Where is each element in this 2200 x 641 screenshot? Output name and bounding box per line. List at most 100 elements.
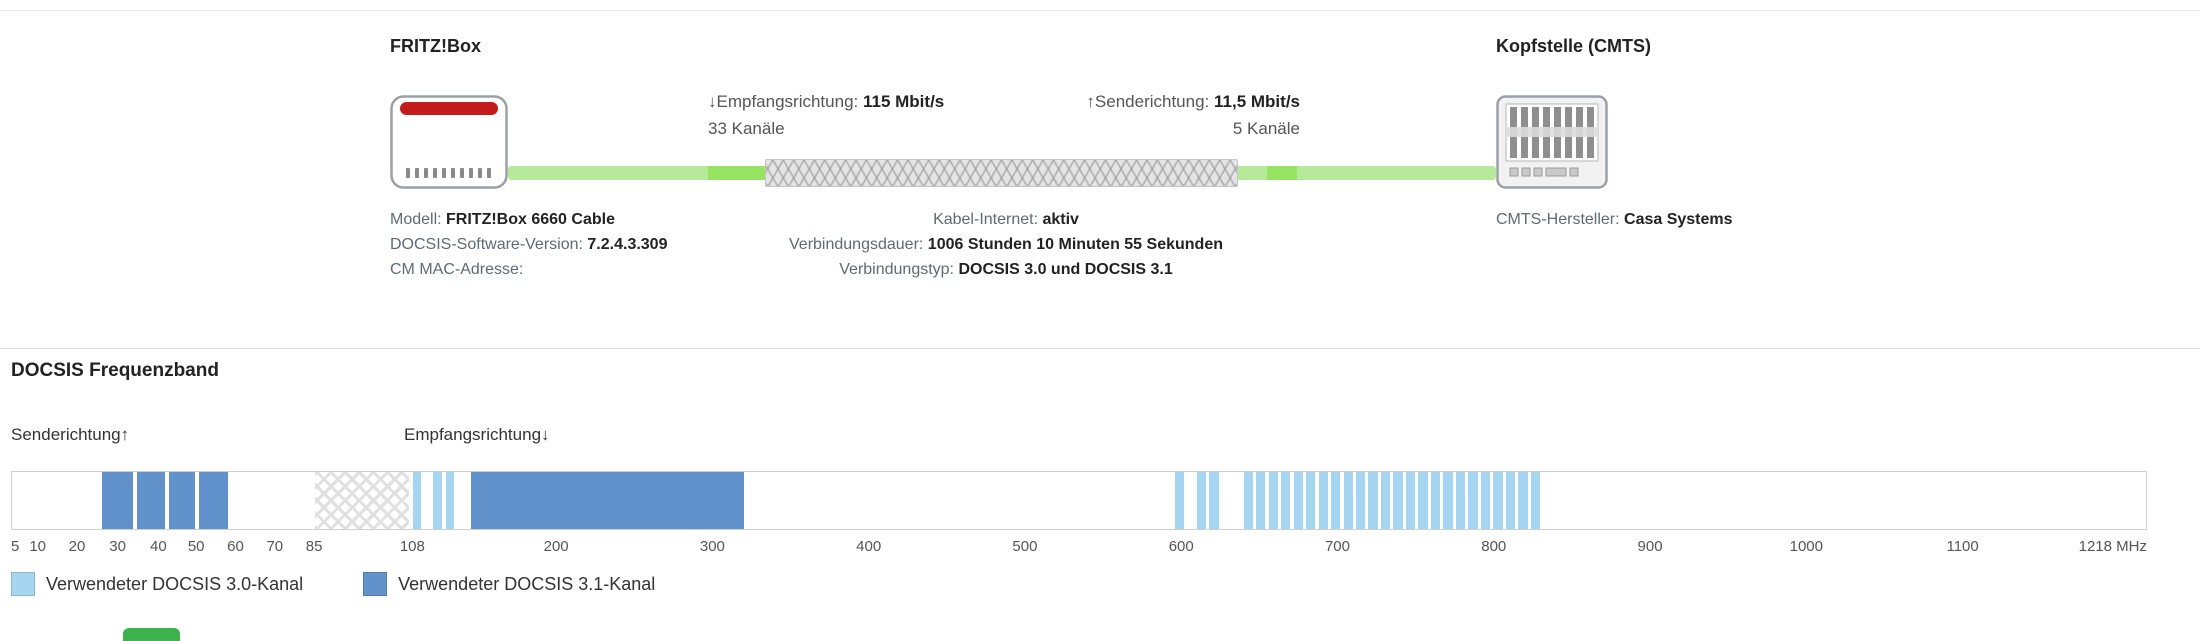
up-arrow-icon: ↑	[1086, 92, 1095, 111]
docsis30-swatch-icon	[11, 572, 35, 596]
cmts-title: Kopfstelle (CMTS)	[1496, 36, 1651, 56]
channel-bar-docsis30	[1243, 472, 1253, 529]
axis-tick-label: 400	[856, 538, 882, 555]
downstream-rate-block: ↓Empfangsrichtung: 115 Mbit/s 33 Kanäle	[708, 88, 944, 142]
frequency-axis: 5 10 20 30 40 50 60 70 85 108 200 300 400 500 600 700 80…	[11, 538, 2147, 558]
channel-bar-docsis31	[102, 472, 133, 529]
cable-shield-mesh	[765, 159, 1238, 187]
channel-bar-docsis30	[1318, 472, 1328, 529]
top-divider	[0, 10, 2200, 11]
legend-label: Verwendeter DOCSIS 3.1-Kanal	[398, 573, 656, 594]
channel-bar-docsis30	[1418, 472, 1428, 529]
channel-bar-docsis30	[412, 472, 421, 529]
channel-bar-docsis30	[1505, 472, 1516, 529]
info-label: Verbindungstyp:	[839, 261, 954, 278]
axis-tick-label: 5	[11, 538, 20, 555]
upstream-rate-block: ↑Senderichtung: 11,5 Mbit/s 5 Kanäle	[1086, 88, 1300, 142]
axis-tick-label: 600	[1168, 538, 1194, 555]
axis-tick-label: 500	[1012, 538, 1038, 555]
modem-info-list: Modell: FRITZ!Box 6660 Cable DOCSIS-Soft…	[390, 207, 667, 282]
cable-connector-left	[708, 166, 765, 180]
info-row-software-version: DOCSIS-Software-Version: 7.2.4.3.309	[390, 232, 667, 257]
info-row-mac-address: CM MAC-Adresse:	[390, 257, 667, 282]
channel-bar-docsis30	[1306, 472, 1316, 529]
upstream-rate-line: ↑Senderichtung: 11,5 Mbit/s	[1086, 88, 1300, 115]
channel-bar-docsis30	[1405, 472, 1416, 529]
channel-bar-docsis30	[1174, 472, 1185, 529]
axis-tick-label: 200	[543, 538, 569, 555]
axis-tick-label: 108	[399, 538, 425, 555]
info-value: Casa Systems	[1624, 211, 1733, 228]
info-value: DOCSIS 3.0 und DOCSIS 3.1	[958, 261, 1173, 278]
axis-tick-label: 10	[29, 538, 47, 555]
info-label: Modell:	[390, 211, 442, 228]
band-section-heading: DOCSIS Frequenzband	[11, 360, 219, 381]
upstream-label: Senderichtung:	[1094, 92, 1210, 111]
axis-tick-label: 30	[109, 538, 126, 555]
cmts-headend-icon	[1496, 95, 1608, 189]
channel-bar-docsis31	[136, 472, 165, 529]
axis-tick-label: 50	[187, 538, 205, 555]
axis-tick-label: 800	[1481, 538, 1507, 555]
info-row-model: Modell: FRITZ!Box 6660 Cable	[390, 207, 667, 232]
legend-item-docsis30: Verwendeter DOCSIS 3.0-Kanal	[11, 572, 303, 596]
partial-button-cutoff[interactable]	[123, 628, 180, 641]
channel-bar-docsis30	[1196, 472, 1207, 529]
down-arrow-icon: ↓	[708, 92, 717, 111]
downstream-rate-line: ↓Empfangsrichtung: 115 Mbit/s	[708, 88, 944, 115]
connection-info-list: Kabel-Internet: aktiv Verbindungsdauer: …	[700, 207, 1312, 282]
docsis31-swatch-icon	[363, 572, 388, 596]
upstream-value: 11,5 Mbit/s	[1214, 92, 1300, 111]
downstream-label: Empfangsrichtung:	[716, 92, 859, 111]
channel-bar-docsis30	[1256, 472, 1266, 529]
axis-tick-label: 700	[1324, 538, 1350, 555]
channel-bar-docsis30	[1493, 472, 1503, 529]
axis-tick-label: 1100	[1946, 538, 1979, 555]
channel-bar-docsis30	[1480, 472, 1491, 529]
channel-bar-docsis30	[1455, 472, 1466, 529]
info-row-connection-duration: Verbindungsdauer: 1006 Stunden 10 Minute…	[700, 232, 1312, 257]
legend-label: Verwendeter DOCSIS 3.0-Kanal	[46, 573, 304, 594]
info-label: Verbindungsdauer:	[789, 236, 924, 253]
channel-legend: Verwendeter DOCSIS 3.0-Kanal Verwendeter…	[11, 572, 655, 596]
downstream-channel-count: 33 Kanäle	[708, 119, 785, 138]
channel-bar-docsis31	[198, 472, 229, 529]
fritzbox-router-icon	[390, 95, 508, 189]
upstream-channel-count: 5 Kanäle	[1232, 119, 1300, 138]
axis-tick-label: 40	[150, 538, 167, 555]
modem-title: FRITZ!Box	[390, 36, 481, 56]
info-row-cmts-vendor: CMTS-Hersteller: Casa Systems	[1496, 207, 1733, 232]
channel-bar-docsis30	[1209, 472, 1219, 529]
downstream-value: 115 Mbit/s	[862, 92, 945, 111]
channel-bar-docsis30	[1268, 472, 1278, 529]
channel-bar-docsis30	[1380, 472, 1391, 529]
channel-bar-docsis30	[1468, 472, 1478, 529]
channel-bar-docsis30	[1343, 472, 1353, 529]
info-value: 1006 Stunden 10 Minuten 55 Sekunden	[927, 236, 1223, 253]
info-label: DOCSIS-Software-Version:	[390, 236, 583, 253]
channel-bar-docsis30	[1518, 472, 1528, 529]
info-row-connection-type: Verbindungstyp: DOCSIS 3.0 und DOCSIS 3.…	[700, 257, 1312, 282]
channel-bar-docsis30	[1368, 472, 1378, 529]
frequency-band-chart	[11, 471, 2147, 530]
channel-bar-docsis30	[1430, 472, 1441, 529]
axis-tick-label: 1000	[1789, 538, 1823, 555]
channel-bar-docsis30	[433, 472, 442, 529]
axis-tick-label: 60	[227, 538, 244, 555]
channel-bar-docsis30	[1530, 472, 1541, 529]
section-divider	[0, 348, 2200, 349]
cmts-info-list: CMTS-Hersteller: Casa Systems	[1496, 207, 1733, 232]
axis-tick-label: 300	[699, 538, 725, 555]
channel-bar-docsis30	[1281, 472, 1291, 529]
legend-item-docsis31: Verwendeter DOCSIS 3.1-Kanal	[363, 572, 655, 596]
channel-bar-docsis31	[168, 472, 196, 529]
info-value: aktiv	[1042, 211, 1079, 228]
info-row-internet-status: Kabel-Internet: aktiv	[700, 207, 1312, 232]
channel-bar-docsis31	[470, 472, 744, 529]
info-label: Kabel-Internet:	[933, 211, 1039, 228]
upstream-direction-label: Senderichtung↑	[11, 425, 130, 444]
channel-bar-docsis30	[1443, 472, 1453, 529]
info-label: CMTS-Hersteller:	[1496, 211, 1620, 228]
channel-bar-docsis30	[1331, 472, 1341, 529]
